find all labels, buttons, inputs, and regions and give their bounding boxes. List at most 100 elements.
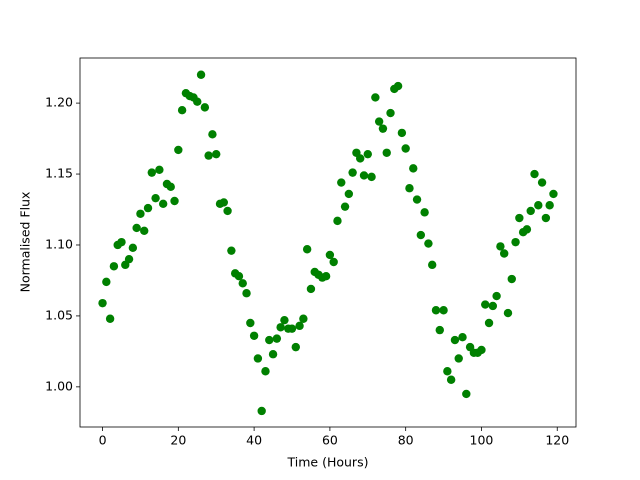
point <box>496 242 505 251</box>
point <box>98 298 107 308</box>
x-tick-label: 40 <box>246 433 262 448</box>
point <box>522 225 532 234</box>
point <box>140 226 149 235</box>
point <box>261 367 270 376</box>
point <box>534 201 543 210</box>
point <box>227 246 236 255</box>
point <box>143 203 153 213</box>
point <box>409 164 418 173</box>
point <box>268 350 278 359</box>
point <box>530 169 539 179</box>
point <box>393 81 403 91</box>
point <box>378 124 388 133</box>
x-tick-label: 0 <box>99 433 107 448</box>
point <box>367 172 376 182</box>
point <box>492 291 501 301</box>
point <box>488 301 498 311</box>
point <box>344 189 354 199</box>
point <box>397 128 407 138</box>
point <box>109 262 119 271</box>
point <box>549 189 558 199</box>
point <box>287 324 297 333</box>
point <box>458 332 467 342</box>
point <box>348 168 357 177</box>
point <box>200 103 210 112</box>
point <box>499 249 509 258</box>
point <box>170 196 179 206</box>
x-tick-label: 80 <box>398 433 414 448</box>
point <box>223 206 232 216</box>
x-axis-label: Time (Hours) <box>287 455 369 470</box>
point <box>174 145 183 155</box>
point <box>196 70 206 79</box>
point <box>124 254 134 264</box>
point <box>515 213 524 223</box>
point <box>249 331 259 340</box>
y-tick-label: 1.15 <box>45 166 73 181</box>
point <box>443 367 452 376</box>
point <box>132 223 141 233</box>
point <box>439 306 448 315</box>
point <box>511 237 520 247</box>
point <box>105 314 115 323</box>
x-tick-label: 120 <box>545 433 569 448</box>
point <box>238 279 247 288</box>
point <box>234 271 244 281</box>
point <box>545 201 554 210</box>
point <box>102 277 111 287</box>
point <box>382 148 391 157</box>
point <box>446 375 456 384</box>
point <box>337 178 346 187</box>
point <box>291 342 300 352</box>
point <box>272 334 282 343</box>
point <box>204 151 213 160</box>
point <box>363 149 372 159</box>
point <box>503 308 513 318</box>
point <box>219 198 228 207</box>
point <box>454 354 463 363</box>
point <box>306 284 316 294</box>
point <box>340 202 350 211</box>
y-tick-label: 1.00 <box>45 378 73 393</box>
point <box>435 325 444 335</box>
point <box>526 206 535 216</box>
y-tick-label: 1.10 <box>45 236 73 251</box>
point <box>405 184 414 193</box>
point <box>193 97 202 106</box>
x-tick-label: 60 <box>322 433 338 448</box>
point <box>257 406 266 416</box>
point <box>155 165 164 174</box>
point <box>401 144 410 153</box>
plot-frame <box>79 57 577 428</box>
point <box>136 209 145 218</box>
point <box>431 306 441 315</box>
y-tick-label: 1.05 <box>45 307 73 322</box>
point <box>424 239 433 248</box>
point <box>428 260 437 270</box>
point <box>177 106 187 115</box>
y-tick-label: 1.20 <box>45 95 73 110</box>
x-tick-label: 100 <box>470 433 494 448</box>
point <box>484 318 494 328</box>
point <box>147 168 157 177</box>
point <box>356 154 365 163</box>
point <box>302 245 312 254</box>
point <box>253 354 263 363</box>
point <box>321 271 331 281</box>
point <box>212 149 221 159</box>
point <box>299 314 308 323</box>
point <box>276 323 285 332</box>
point <box>537 178 547 187</box>
point <box>158 199 168 209</box>
y-axis-label: Normalised Flux <box>18 192 33 293</box>
point <box>386 108 395 118</box>
point <box>477 345 486 355</box>
point <box>128 243 138 253</box>
point <box>242 289 251 298</box>
point <box>329 257 338 267</box>
point <box>246 318 255 328</box>
point <box>325 250 335 260</box>
point <box>481 300 490 309</box>
point <box>507 274 516 284</box>
